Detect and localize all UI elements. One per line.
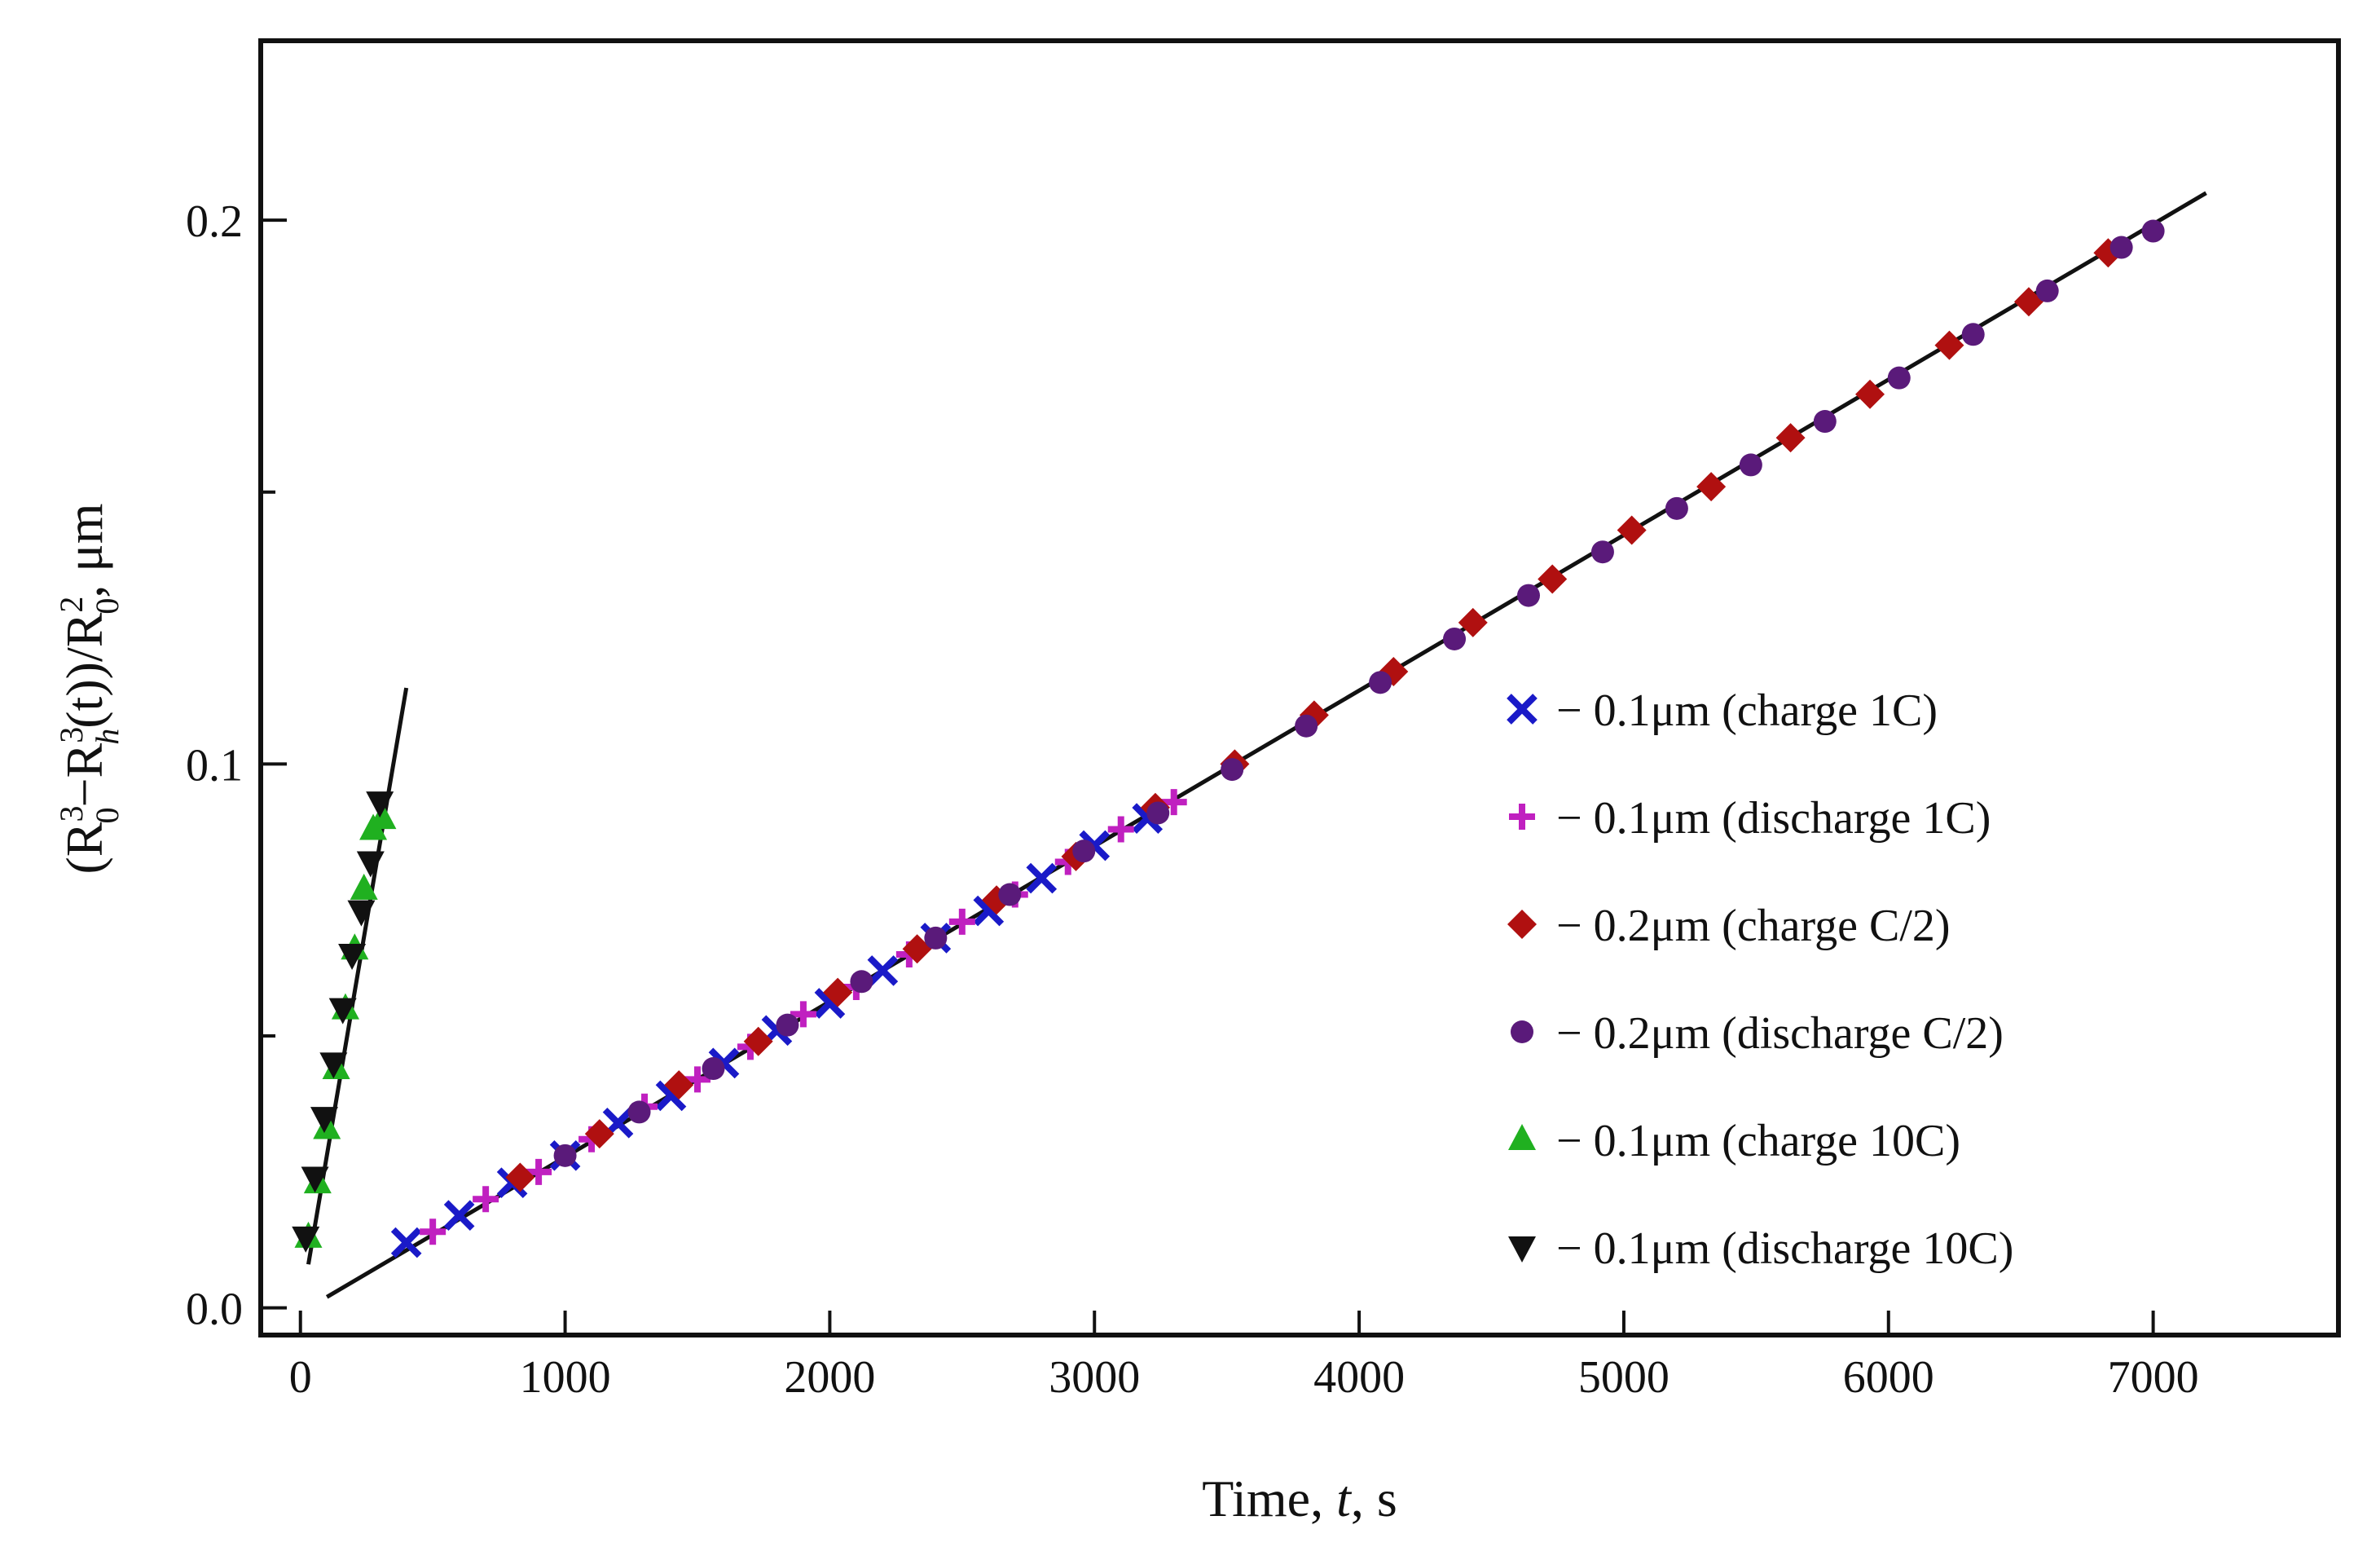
- data-markers: [292, 219, 2165, 1258]
- data-point: [1026, 862, 1058, 894]
- legend-label: − 0.2μm (charge C/2): [1556, 901, 1951, 951]
- x-tick-label: 0: [289, 1352, 312, 1403]
- data-point: [924, 926, 948, 950]
- data-point: [1107, 816, 1134, 843]
- data-point: [867, 955, 899, 986]
- y-tick-label: 0.2: [186, 196, 243, 247]
- x-tick-label: 3000: [1049, 1352, 1140, 1403]
- data-point: [664, 1070, 694, 1100]
- data-point: [347, 900, 376, 927]
- data-point: [505, 1162, 535, 1192]
- legend-entry: − 0.2μm (discharge C/2): [1511, 1008, 2004, 1059]
- data-point: [310, 1107, 338, 1134]
- data-point: [902, 934, 932, 964]
- legend-marker: [1511, 1020, 1533, 1043]
- data-point: [1443, 627, 1467, 650]
- data-point: [684, 1066, 710, 1093]
- series-0: [390, 803, 1164, 1258]
- legend-label: − 0.1μm (discharge 1C): [1556, 793, 1991, 844]
- data-point: [1961, 323, 1985, 346]
- data-point: [338, 943, 367, 970]
- data-point: [1855, 379, 1885, 409]
- legend-entry: − 0.1μm (charge 10C): [1508, 1116, 1960, 1166]
- data-point: [1813, 410, 1837, 434]
- data-point: [823, 977, 853, 1007]
- data-point: [2013, 287, 2043, 317]
- legend-marker: [1509, 804, 1535, 830]
- x-tick-label: 5000: [1578, 1352, 1670, 1403]
- data-point: [948, 908, 975, 935]
- legend-label: − 0.1μm (charge 1C): [1556, 685, 1938, 736]
- data-point: [2141, 219, 2165, 243]
- data-point: [584, 1119, 614, 1149]
- data-point: [702, 1057, 725, 1081]
- data-point: [2109, 236, 2133, 259]
- data-point: [776, 1013, 799, 1037]
- axis-ticks: 0 1000 2000 3000 4000 5000 6000 7000 0.0 0.1 0.2: [186, 196, 2199, 1403]
- legend-entry: − 0.2μm (charge C/2): [1507, 901, 1951, 951]
- plot-frame: [258, 38, 2341, 1337]
- data-point: [1934, 330, 1964, 360]
- data-point: [850, 970, 873, 994]
- data-point: [443, 1200, 475, 1232]
- data-point: [2035, 279, 2059, 302]
- x-axis-title: Time, t, s: [1202, 1470, 1397, 1527]
- data-point: [1458, 607, 1488, 637]
- data-point: [1617, 515, 1647, 545]
- data-point: [356, 851, 385, 878]
- legend-entry: − 0.1μm (discharge 10C): [1508, 1223, 2013, 1274]
- legend-entry: − 0.1μm (discharge 1C): [1509, 793, 1991, 844]
- data-point: [1221, 758, 1244, 782]
- data-point: [1739, 453, 1762, 477]
- data-point: [390, 1227, 422, 1258]
- series-5: [292, 791, 394, 1253]
- legend-label: − 0.2μm (discharge C/2): [1556, 1008, 2004, 1059]
- y-tick-label: 0.1: [186, 740, 243, 791]
- series-3: [553, 219, 2165, 1167]
- data-point: [1516, 584, 1540, 607]
- data-point: [1072, 839, 1096, 863]
- data-point: [998, 883, 1022, 906]
- data-point: [790, 1001, 816, 1028]
- legend-entry: − 0.1μm (charge 1C): [1507, 685, 1938, 736]
- x-tick-label: 7000: [2108, 1352, 2199, 1403]
- data-point: [1887, 366, 1911, 390]
- data-point: [1775, 423, 1806, 453]
- data-point: [292, 1226, 320, 1253]
- data-point: [301, 1166, 329, 1193]
- x-tick-label: 4000: [1313, 1352, 1405, 1403]
- legend-marker: [1507, 910, 1537, 939]
- data-point: [1696, 472, 1727, 502]
- data-point: [1146, 801, 1170, 825]
- data-point: [1538, 564, 1568, 594]
- legend-label: − 0.1μm (charge 10C): [1556, 1116, 1960, 1166]
- data-point: [1665, 496, 1688, 520]
- data-point: [743, 1026, 773, 1056]
- legend-marker: [1508, 1124, 1536, 1150]
- data-point: [328, 998, 357, 1025]
- data-point: [319, 1052, 348, 1079]
- legend-marker: [1508, 1236, 1536, 1263]
- x-tick-label: 2000: [784, 1352, 875, 1403]
- data-point: [420, 1218, 447, 1245]
- data-point: [1369, 671, 1392, 694]
- data-point: [526, 1158, 552, 1185]
- legend: − 0.1μm (charge 1C) − 0.1μm (discharge 1C…: [1507, 685, 2013, 1274]
- legend-label: − 0.1μm (discharge 10C): [1556, 1223, 2013, 1274]
- data-point: [553, 1144, 577, 1167]
- data-point: [366, 791, 394, 818]
- data-point: [1590, 540, 1614, 564]
- legend-marker: [1507, 694, 1538, 725]
- data-point: [627, 1100, 651, 1124]
- data-point: [1295, 714, 1318, 738]
- data-point: [350, 873, 378, 900]
- y-axis-title: (R30−R3h(t))/R20, μm: [53, 503, 125, 874]
- x-tick-label: 1000: [520, 1352, 611, 1403]
- data-point: [1160, 789, 1187, 816]
- data-point: [473, 1186, 499, 1213]
- x-tick-label: 6000: [1843, 1352, 1934, 1403]
- y-tick-label: 0.0: [186, 1285, 243, 1335]
- data-point: [368, 803, 397, 830]
